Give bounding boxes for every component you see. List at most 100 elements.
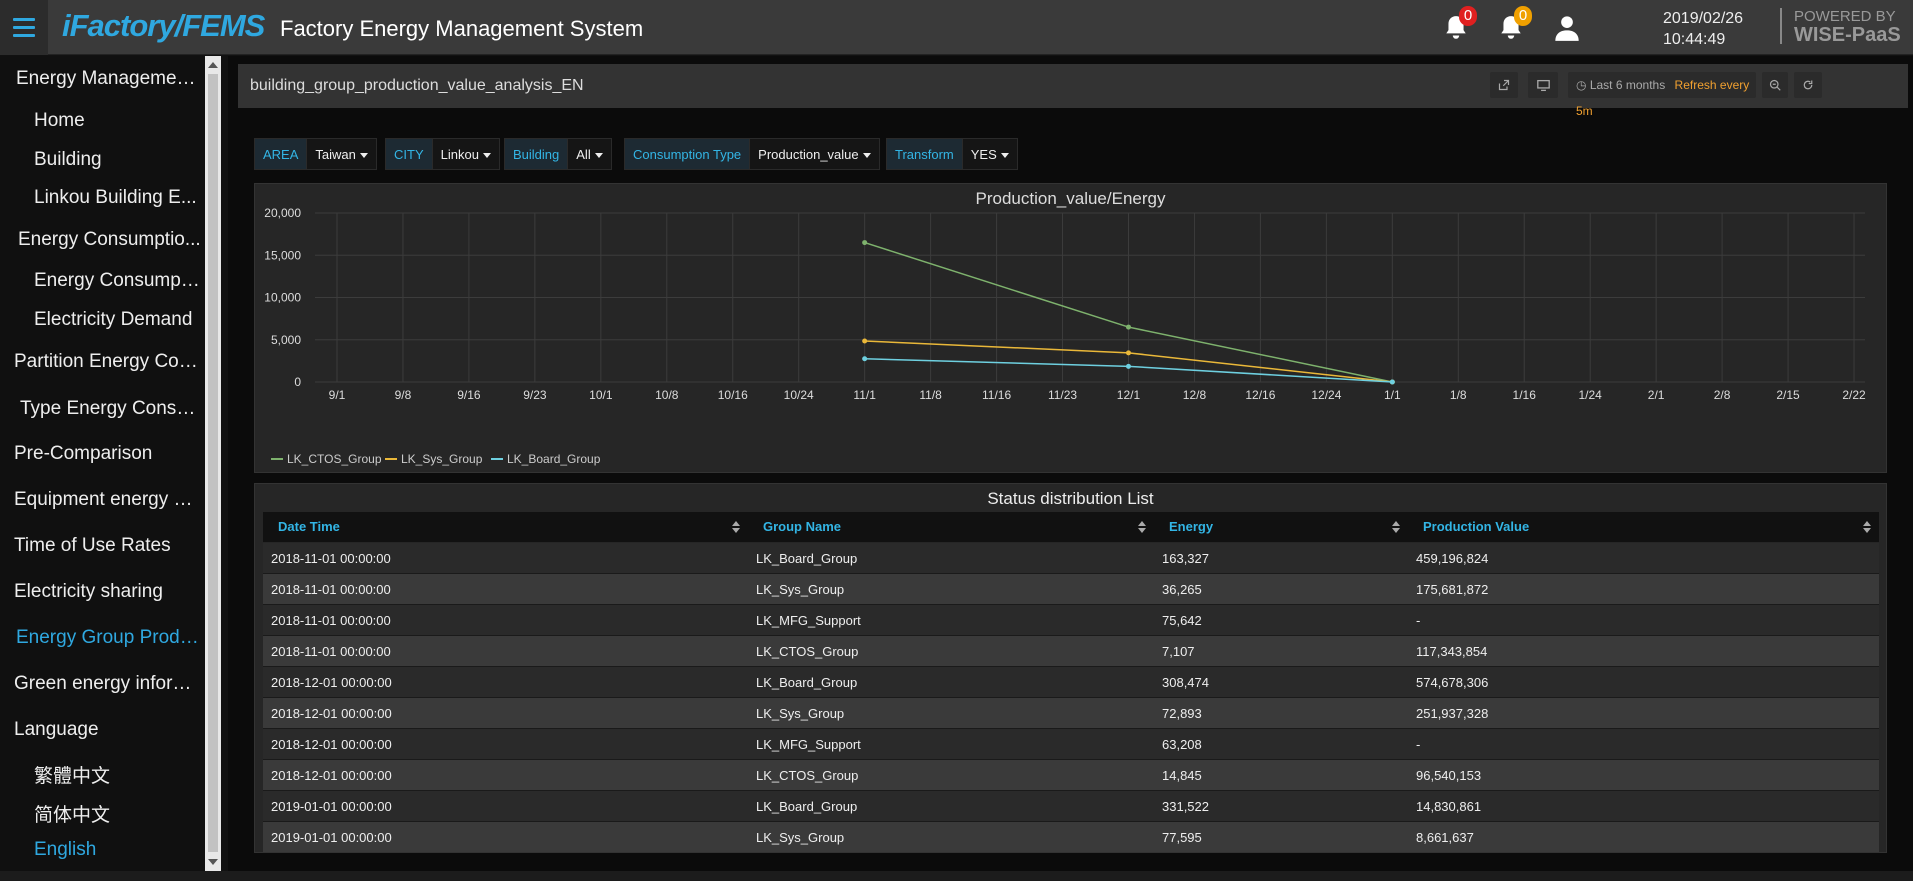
table-cell: 2018-11-01 00:00:00	[271, 613, 391, 628]
x-tick-label: 9/16	[457, 388, 481, 402]
table-cell: 2018-12-01 00:00:00	[271, 737, 392, 752]
legend-swatch	[271, 458, 283, 460]
filter-label: Consumption Type	[624, 138, 751, 170]
x-tick-label: 10/24	[784, 388, 814, 402]
x-tick-label: 10/1	[589, 388, 613, 402]
time-picker[interactable]: ◷ Last 6 months Refresh every 5m	[1568, 72, 1756, 118]
sidebar-scrollbar[interactable]	[205, 56, 221, 871]
line-chart[interactable]: 0 5,000 10,000 15,000 20,000 9/1 9/8 9/16 9/23 10…	[255, 184, 1888, 474]
sidebar-item-english[interactable]: English	[34, 839, 97, 860]
dashboard-header: building_group_production_value_analysis…	[238, 64, 1908, 118]
sidebar-item-traditional-chinese[interactable]: 繁體中文	[34, 766, 111, 787]
zoom-out-icon[interactable]	[1762, 72, 1788, 98]
sidebar-item-green-energy[interactable]: Green energy inform...	[14, 673, 202, 694]
warning-count-badge: 0	[1514, 6, 1532, 26]
table-cell: 459,196,824	[1416, 551, 1489, 566]
filter-label: AREA	[254, 138, 308, 170]
table-cell: 251,937,328	[1416, 706, 1489, 721]
sidebar-item-electricity-sharing[interactable]: Electricity sharing	[14, 581, 163, 602]
data-point-LK_CTOS_Group	[862, 240, 868, 246]
time-range-label: Last 6 months	[1589, 78, 1666, 92]
sidebar-item-energy-management[interactable]: Energy Managemen...	[16, 68, 202, 89]
x-tick-label: 2/22	[1842, 388, 1866, 402]
sidebar-item-simplified-chinese[interactable]: 简体中文	[34, 805, 111, 826]
sidebar-item-pre-comparison[interactable]: Pre-Comparison	[14, 443, 153, 464]
sidebar-item-building[interactable]: Building	[34, 149, 102, 170]
table-row: 2018-12-01 00:00:00 LK_Board_Group 308,474…	[263, 667, 1879, 698]
x-tick-label: 2/1	[1648, 388, 1665, 402]
line-chart-panel: 0 5,000 10,000 15,000 20,000 9/1 9/8 9/16 9/23 10…	[254, 183, 1887, 473]
sidebar-item-partition-energy[interactable]: Partition Energy Con...	[14, 351, 202, 372]
y-tick-label: 5,000	[271, 333, 301, 347]
column-header-group-name[interactable]: Group Name	[763, 519, 1146, 534]
sidebar-item-type-energy[interactable]: Type Energy Consu...	[20, 398, 202, 419]
filter-label: Building	[504, 138, 569, 170]
filter-value-dropdown[interactable]: YES	[962, 138, 1018, 170]
filter-value-dropdown[interactable]: Linkou	[432, 138, 500, 170]
x-tick-label: 12/8	[1183, 388, 1207, 402]
filter-building[interactable]: Building All	[504, 138, 612, 170]
table-cell: LK_Board_Group	[756, 675, 858, 690]
table-cell: 96,540,153	[1416, 768, 1482, 783]
share-icon[interactable]	[1490, 72, 1518, 98]
table-cell: LK_MFG_Support	[756, 737, 861, 752]
clock-icon: ◷	[1576, 78, 1587, 92]
filter-transform[interactable]: Transform YES	[886, 138, 1018, 170]
sidebar-item-home[interactable]: Home	[34, 110, 85, 131]
hamburger-menu-icon[interactable]	[0, 0, 48, 55]
filter-value-dropdown[interactable]: Production_value	[750, 138, 880, 170]
sidebar-item-language[interactable]: Language	[14, 719, 99, 740]
caret-down-icon	[1000, 153, 1009, 159]
column-header-date-time[interactable]: Date Time	[278, 519, 740, 534]
current-date: 2019/02/26	[1663, 10, 1744, 27]
warning-bell-icon[interactable]: 0	[1498, 6, 1532, 44]
table-row: 2018-11-01 00:00:00 LK_Sys_Group 36,265 175…	[263, 574, 1879, 605]
filter-consumption-type[interactable]: Consumption Type Production_value	[624, 138, 880, 170]
caret-down-icon	[359, 153, 368, 159]
alarm-bell-icon[interactable]: 0	[1443, 6, 1477, 44]
x-tick-label: 10/8	[655, 388, 679, 402]
table-cell: 2018-12-01 00:00:00	[271, 768, 392, 783]
legend-item-board[interactable]: LK_Board_Group	[491, 452, 600, 466]
sidebar-item-energy-consumption[interactable]: Energy Consumptio...	[18, 229, 201, 250]
alarm-count-badge: 0	[1459, 6, 1477, 26]
table-cell: 117,343,854	[1416, 644, 1488, 659]
sidebar-item-electricity-demand[interactable]: Electricity Demand	[34, 309, 193, 330]
filter-label: Transform	[886, 138, 963, 170]
column-header-production-value[interactable]: Production Value	[1423, 519, 1871, 534]
bottom-strip	[0, 871, 1913, 881]
table-cell: LK_Board_Group	[756, 551, 858, 566]
filter-area[interactable]: AREA Taiwan	[254, 138, 377, 170]
top-bar: iFactory/FEMS Factory Energy Management …	[0, 0, 1913, 55]
sidebar-item-time-of-use[interactable]: Time of Use Rates	[14, 535, 171, 556]
sidebar-item-energy-group-production[interactable]: Energy Group Produ...	[16, 627, 202, 648]
table-row: 2019-01-01 00:00:00 LK_Board_Group 331,522…	[263, 791, 1879, 822]
table-cell: 14,845	[1162, 768, 1202, 783]
table-cell: 2019-01-01 00:00:00	[271, 830, 392, 845]
table-cell: LK_CTOS_Group	[756, 644, 859, 659]
table-row: 2018-11-01 00:00:00 LK_MFG_Support 75,642 -	[263, 605, 1879, 636]
x-tick-label: 1/16	[1513, 388, 1537, 402]
scroll-up-icon[interactable]	[208, 62, 218, 68]
sidebar-item-linkou-building[interactable]: Linkou Building E...	[34, 187, 197, 208]
x-tick-label: 12/1	[1117, 388, 1141, 402]
legend-item-ctos[interactable]: LK_CTOS_Group	[271, 452, 382, 466]
table-cell: 2018-11-01 00:00:00	[271, 582, 391, 597]
filter-value-dropdown[interactable]: Taiwan	[307, 138, 377, 170]
table-cell: 63,208	[1162, 737, 1202, 752]
scroll-down-icon[interactable]	[208, 859, 218, 865]
data-point-LK_Board_Group	[1389, 379, 1395, 385]
refresh-icon[interactable]	[1794, 72, 1822, 98]
user-icon[interactable]	[1553, 14, 1583, 44]
sidebar-item-equipment-energy[interactable]: Equipment energy ef...	[14, 489, 202, 510]
table-cell: 14,830,861	[1416, 799, 1482, 814]
legend-item-sys[interactable]: LK_Sys_Group	[385, 452, 482, 466]
filter-value-dropdown[interactable]: All	[568, 138, 612, 170]
y-tick-label: 0	[294, 375, 301, 389]
table-cell: 36,265	[1162, 582, 1202, 597]
monitor-icon[interactable]	[1528, 72, 1558, 98]
scrollbar-thumb[interactable]	[208, 74, 218, 852]
sidebar-item-energy-consumption-sub[interactable]: Energy Consumpti...	[34, 270, 202, 291]
column-header-energy[interactable]: Energy	[1169, 519, 1400, 534]
filter-city[interactable]: CITY Linkou	[385, 138, 500, 170]
